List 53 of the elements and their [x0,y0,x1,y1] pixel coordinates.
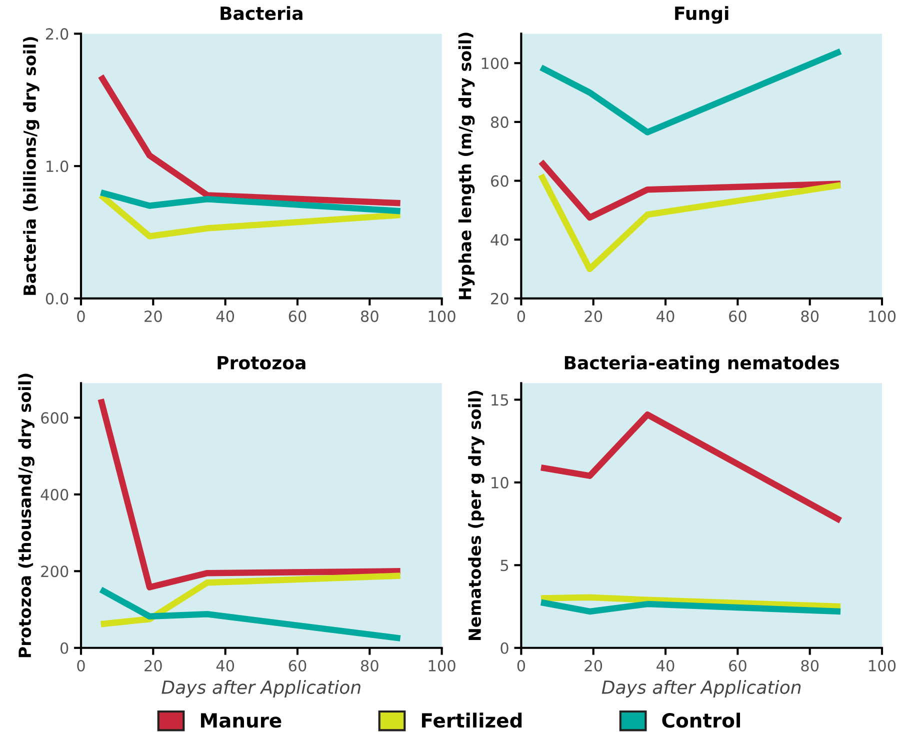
y-tick-label: 100 [482,58,508,70]
y-tick-label: 80 [490,116,508,128]
x-tick-label: 60 [288,310,306,322]
x-tick-label: 20 [144,310,162,322]
y-tick-label: 15 [492,394,508,406]
y-axis-title: Protozoa (thousand/g dry soil) [18,374,34,658]
y-tick-label: 2.0 [46,28,68,40]
x-tick-label: 40 [216,310,234,322]
x-axis-title: Days after Application [162,680,360,698]
x-tick-label: 80 [801,660,819,672]
y-tick-label: 600 [41,412,68,424]
x-tick-label: 100 [428,660,456,672]
x-tick-label: 20 [584,310,602,322]
x-tick-label: 0 [517,660,526,672]
x-tick-label: 0 [517,310,526,322]
x-tick-label: 0 [77,310,85,322]
x-tick-label: 100 [869,310,896,322]
x-axis-title: Days after Application [602,680,801,698]
x-tick-label: 40 [656,310,674,322]
x-tick-label: 80 [360,310,378,322]
y-tick-label: 0.0 [46,292,68,304]
y-tick-label: 0 [500,642,508,654]
x-tick-label: 40 [216,660,234,672]
y-tick-label: 20 [491,292,508,304]
x-tick-label: 100 [428,310,456,322]
x-tick-label: 40 [656,660,674,672]
x-tick-label: 0 [77,660,85,672]
y-axis-title: Hyphae length (m/g dry soil) [458,32,475,300]
chart-title: Fungi [675,6,728,24]
y-axis-title: Bacteria (billions/g dry soil) [23,37,40,295]
y-tick-label: 60 [491,175,508,187]
legend-label: Control [662,712,740,728]
y-tick-label: 1.0 [46,160,68,172]
chart-title: Bacteria-eating nematodes [564,356,840,374]
y-tick-label: 40 [490,234,508,246]
x-tick-label: 80 [801,310,819,322]
x-tick-label: 80 [360,660,378,672]
chart-title: Bacteria [220,6,302,20]
y-tick-label: 10 [492,476,508,488]
y-tick-label: 0 [60,642,68,654]
x-tick-label: 100 [869,660,896,672]
chart-title: Protozoa [218,356,306,370]
x-tick-label: 60 [288,660,306,672]
legend-label: Manure [200,713,282,728]
x-tick-label: 20 [144,660,162,672]
x-tick-label: 20 [584,660,602,672]
x-tick-label: 60 [729,660,746,672]
y-tick-label: 5 [500,560,508,572]
y-axis-title: Nematodes (per g dry soil) [468,390,484,640]
x-tick-label: 60 [729,310,746,322]
y-tick-label: 200 [41,566,68,578]
legend-label: Fertilized [422,712,522,728]
y-tick-label: 400 [40,488,68,500]
